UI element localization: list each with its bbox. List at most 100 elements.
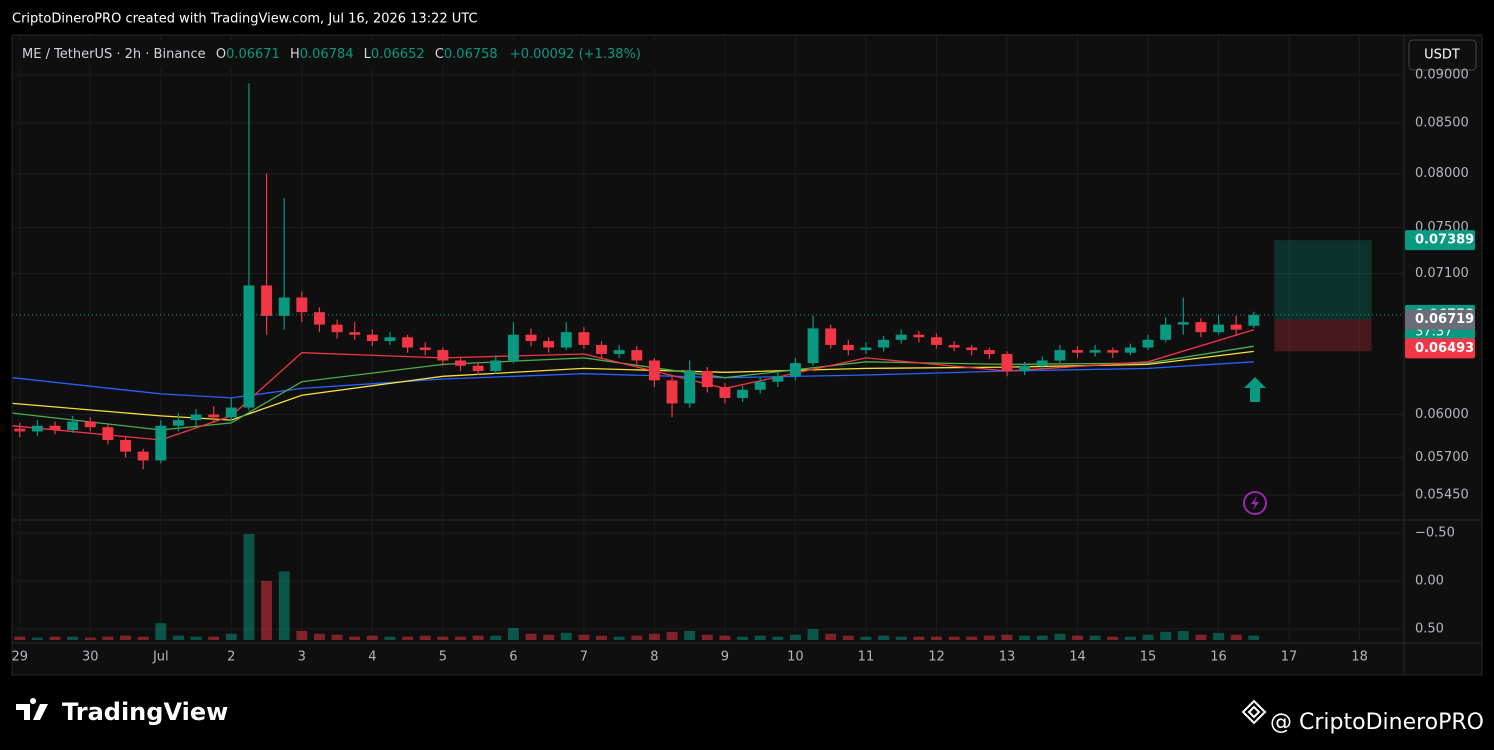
volume-bar [1248, 635, 1260, 640]
volume-bar [14, 636, 26, 640]
candle-body [102, 427, 114, 441]
candle-body [296, 297, 308, 313]
x-tick-label: 2 [227, 650, 235, 665]
y-tick-label: 0.00 [1415, 574, 1444, 589]
legend: ME / TetherUS · 2h · Binance O0.06671 H0… [22, 47, 641, 62]
chart-panel [11, 34, 1483, 676]
volume-bar [366, 635, 378, 640]
volume-bar [983, 635, 995, 640]
candle-body [384, 337, 396, 342]
volume-bar [49, 636, 61, 640]
volume-bar [137, 636, 149, 640]
candle-body [243, 285, 255, 408]
candle-body [525, 334, 537, 342]
candle-body [1213, 324, 1225, 333]
volume-bar [613, 636, 625, 640]
volume-bar [543, 634, 555, 640]
candle-body [648, 360, 660, 381]
volume-bar [172, 635, 184, 640]
ohlc-label: O [216, 47, 226, 62]
moving-average [12, 361, 1254, 399]
currency-button[interactable] [1408, 39, 1477, 71]
x-tick-label: 4 [368, 650, 376, 665]
volume-bar [1089, 635, 1101, 640]
candle-body [913, 334, 925, 338]
volume-bar [102, 636, 114, 640]
candle-body [1072, 350, 1083, 353]
candle-body [701, 371, 713, 388]
ohlc-label: H [290, 47, 300, 62]
volume-bar [402, 636, 414, 640]
x-tick-label: Jul [152, 650, 169, 665]
candle-body [948, 344, 960, 348]
candle-body [172, 420, 184, 426]
y-tick-label: 0.08000 [1415, 166, 1469, 181]
moving-average [12, 329, 1254, 441]
candle-body [631, 350, 643, 361]
candle-body [84, 421, 96, 428]
volume-bar [578, 634, 590, 640]
candle-body [349, 332, 361, 335]
x-tick-label: 9 [721, 650, 729, 665]
candle-body [719, 387, 731, 398]
volume-bar [648, 633, 660, 640]
volume-bar [966, 636, 978, 640]
candle-body [807, 328, 819, 364]
candle-body [666, 380, 678, 404]
volume-bar [349, 636, 361, 640]
volume-bar [1160, 631, 1172, 640]
alert-icon[interactable] [1243, 491, 1267, 515]
y-tick-label: 0.06000 [1415, 407, 1469, 422]
x-tick-label: 18 [1351, 650, 1368, 665]
candle-body [931, 337, 942, 345]
volume-bar [789, 634, 801, 640]
volume-bar [895, 636, 907, 640]
ohlc-value: 0.06784 [300, 47, 354, 62]
ohlc-label: C [435, 47, 444, 62]
moving-average [12, 345, 1254, 431]
volume-bar [67, 636, 79, 640]
volume-bar [525, 633, 537, 640]
candle-body [1195, 322, 1207, 333]
volume-bar [1213, 632, 1225, 640]
volume-bar [243, 533, 255, 640]
candle-body [1160, 324, 1172, 340]
candle-body [261, 285, 273, 316]
volume-bar [1124, 636, 1136, 640]
volume-bar [1230, 634, 1242, 640]
candle-body [190, 414, 202, 421]
candle-body [1230, 324, 1242, 330]
candle-body [455, 360, 466, 366]
x-tick-label: 5 [439, 650, 447, 665]
y-tick-label: 0.05700 [1415, 450, 1469, 465]
candle-body [490, 360, 502, 372]
volume-bar [278, 571, 290, 640]
candle-body [543, 341, 555, 348]
volume-bar [878, 635, 890, 640]
candle-body [225, 407, 237, 418]
volume-bar [754, 635, 766, 640]
currency[interactable]: USDT [1424, 48, 1460, 63]
candle-body [596, 344, 607, 354]
x-tick-label: 15 [1140, 650, 1157, 665]
candle-body [120, 440, 131, 452]
candle-body [860, 347, 872, 351]
volume-bar [860, 636, 872, 640]
volume-bar [384, 636, 396, 640]
volume-bar [1036, 635, 1048, 640]
candle-body [1124, 347, 1136, 353]
x-tick-label: 11 [858, 650, 875, 665]
candle-body [49, 425, 61, 431]
volume-bar [596, 635, 607, 640]
volume-bar [684, 630, 696, 640]
candle-body [842, 344, 854, 351]
volume-bar [1107, 636, 1119, 640]
candle-body [1177, 322, 1189, 325]
tv-logo-icon [16, 698, 48, 720]
candle-body [878, 339, 890, 348]
x-tick-label: 7 [580, 650, 588, 665]
candle-body [684, 371, 696, 404]
x-tick-label: 3 [298, 650, 306, 665]
symbol: ME / TetherUS · 2h · Binance [22, 47, 206, 62]
volume-bar [437, 636, 449, 640]
